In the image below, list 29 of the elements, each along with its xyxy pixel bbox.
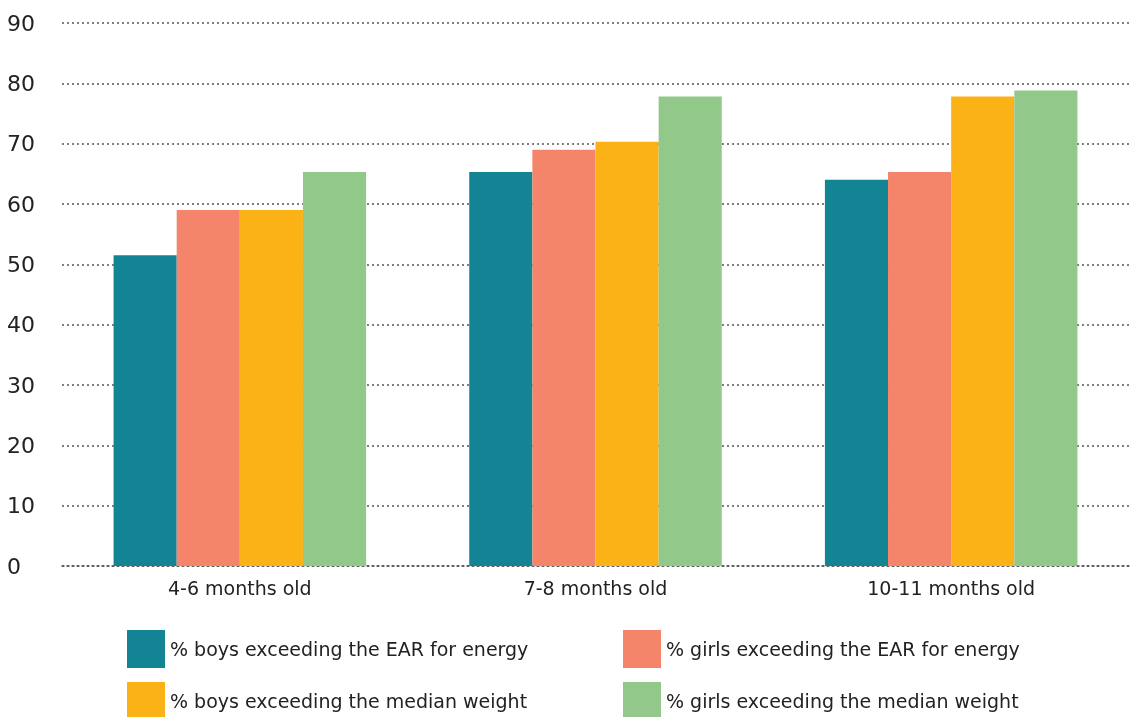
bar: [951, 96, 1015, 566]
bar: [176, 210, 240, 566]
bar: [239, 210, 303, 566]
legend-label: % boys exceeding the EAR for energy: [170, 638, 529, 660]
bar: [824, 179, 889, 566]
bar: [888, 172, 952, 566]
bar: [532, 149, 596, 566]
y-tick-label: 0: [7, 553, 21, 579]
y-tick-label: 80: [7, 70, 35, 96]
y-tick-label: 50: [7, 251, 35, 277]
bar: [658, 96, 722, 566]
legend-label: % girls exceeding the EAR for energy: [666, 638, 1020, 660]
bar: [595, 141, 659, 566]
bar: [1014, 90, 1078, 566]
bar: [302, 172, 367, 566]
x-tick-label: 7-8 months old: [523, 576, 668, 599]
y-tick-label: 70: [7, 131, 35, 157]
bar: [469, 172, 533, 566]
bar: [113, 255, 177, 566]
y-tick-label: 10: [7, 493, 35, 519]
y-tick-label: 20: [7, 432, 35, 458]
y-tick-label: 90: [7, 10, 35, 36]
y-tick-label: 40: [7, 312, 35, 338]
y-tick-label: 60: [7, 191, 35, 217]
legend-label: % boys exceeding the median weight: [170, 690, 528, 712]
x-tick-label: 10-11 months old: [867, 576, 1036, 599]
x-tick-label: 4-6 months old: [168, 576, 312, 599]
legend-label: % girls exceeding the median weight: [666, 690, 1019, 712]
y-tick-label: 30: [7, 372, 35, 398]
